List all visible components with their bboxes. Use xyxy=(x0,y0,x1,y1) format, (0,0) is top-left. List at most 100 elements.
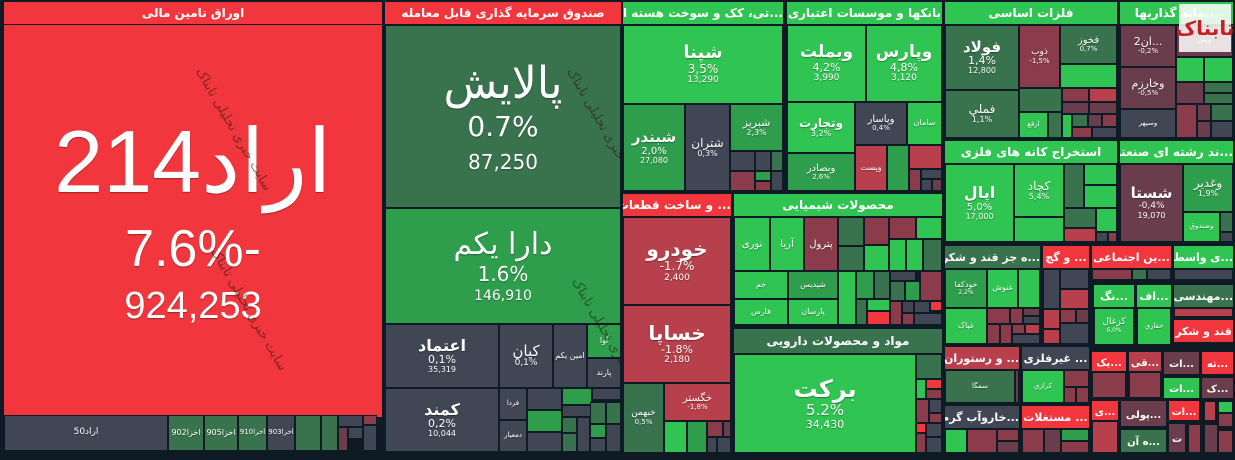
sector-food-header[interactable]: ...ه جز قند و شکر xyxy=(945,246,1040,269)
tile-bank-small[interactable] xyxy=(921,179,932,191)
tile-chem-small[interactable] xyxy=(874,271,890,299)
tile-small[interactable] xyxy=(1132,269,1147,280)
tile-food-small[interactable] xyxy=(1000,324,1012,344)
tile-palayesh[interactable]: پالایش 0.7% 87,250 xyxy=(385,25,621,208)
tile-samga[interactable]: سمگا xyxy=(945,370,1015,403)
tile-small[interactable] xyxy=(1218,430,1233,453)
tile-small[interactable] xyxy=(967,429,997,453)
tile-bank-small[interactable] xyxy=(909,169,921,191)
tile-bond-small[interactable] xyxy=(363,415,377,425)
tile-refining-small[interactable] xyxy=(755,171,771,181)
sector-pharma-header[interactable]: مواد و محصولات دارویی xyxy=(734,329,942,354)
tile-bond-small[interactable] xyxy=(348,427,363,439)
tile-pharma-small[interactable] xyxy=(916,399,929,423)
tile-pharma-small[interactable] xyxy=(916,433,926,453)
sector-header[interactable]: ...قی xyxy=(1129,352,1161,372)
tile-inv-small[interactable] xyxy=(1197,104,1211,121)
tile-small[interactable] xyxy=(1060,309,1076,323)
tile-refining-small[interactable] xyxy=(755,181,771,191)
tile-metal-small[interactable] xyxy=(1102,114,1117,127)
tile-small[interactable] xyxy=(997,441,1019,453)
tile-chem-small[interactable] xyxy=(856,271,874,299)
tile-etf-small[interactable] xyxy=(527,388,562,410)
tile-inv-small[interactable] xyxy=(1176,104,1197,138)
tile-metal-small[interactable] xyxy=(1092,127,1117,138)
tile-shepdis[interactable]: شپدیس xyxy=(788,271,838,299)
tile-etf-small[interactable] xyxy=(527,432,562,452)
tile-small[interactable] xyxy=(1043,269,1060,309)
sector-header[interactable]: ...ی xyxy=(1092,401,1118,421)
tile-arad50[interactable]: اراد50 xyxy=(4,415,168,451)
tile-chem-small[interactable] xyxy=(923,239,942,271)
tile-small[interactable] xyxy=(1147,269,1171,280)
tile-ava[interactable]: آوا xyxy=(587,324,621,358)
tile-kamand[interactable]: کمند 0,2% 10,044 xyxy=(385,388,499,452)
tile-chem-small[interactable] xyxy=(920,271,942,301)
tile-pharma-small[interactable] xyxy=(916,379,926,399)
sector-header[interactable]: ...یک xyxy=(1092,352,1126,372)
tile-refining-small[interactable] xyxy=(771,171,783,191)
tile-arad214[interactable]: اراد214 -7.6% 924,253 xyxy=(4,25,382,417)
tile-akhza903[interactable]: اخزا903 xyxy=(267,415,295,451)
tile-chem-small[interactable] xyxy=(856,299,867,325)
tile-pharma-small[interactable] xyxy=(916,423,926,433)
sector-header[interactable]: ...ات xyxy=(1164,378,1199,399)
tile-zob[interactable]: ذوب -1,5% xyxy=(1019,25,1060,88)
sector-header[interactable]: قند و شکر xyxy=(1174,320,1233,343)
tile-kian[interactable]: کیان 0,1% xyxy=(499,324,553,388)
tile-parand[interactable]: پارند xyxy=(587,358,621,388)
tile-khodkafa[interactable]: خودکفا 2,2% xyxy=(945,269,987,308)
tile-chem-small[interactable] xyxy=(838,217,864,246)
tile-auto-small[interactable] xyxy=(687,421,707,453)
tile-refining-small[interactable] xyxy=(755,151,771,171)
tile-chem-small[interactable] xyxy=(889,217,916,239)
tile-pharma-small[interactable] xyxy=(926,389,942,399)
tile-food-small[interactable] xyxy=(987,324,1000,344)
tile-metal-small[interactable] xyxy=(1048,112,1062,138)
sector-header[interactable]: ت xyxy=(1169,424,1185,453)
tile-metal-small[interactable] xyxy=(1062,102,1089,114)
tile-mining-small[interactable] xyxy=(1108,232,1117,242)
tile-etf-small[interactable] xyxy=(606,402,621,424)
tile-auto-small[interactable] xyxy=(707,437,717,453)
tile-pharma-small[interactable] xyxy=(929,399,942,413)
tile-vghadir[interactable]: وغدير 1,9% xyxy=(1183,164,1233,212)
tile-small[interactable] xyxy=(1043,329,1060,344)
tile-bond-small[interactable] xyxy=(295,415,321,451)
sector-metals-header[interactable]: فلزات اساسی xyxy=(945,2,1117,25)
sector-header[interactable]: ...ک xyxy=(1202,378,1233,399)
tile-etf-small[interactable] xyxy=(590,424,606,438)
tile-food-small[interactable] xyxy=(1018,269,1040,308)
tile-chem-small[interactable] xyxy=(890,271,916,281)
tile-barekat[interactable]: برکت 5.2% 34,430 xyxy=(734,354,916,453)
tile-small[interactable] xyxy=(1188,424,1201,453)
tile-parsan[interactable]: پارسان xyxy=(788,299,838,325)
tile-etf-small[interactable] xyxy=(562,417,577,433)
tile-bond-small[interactable] xyxy=(363,425,377,451)
tile-chem-small[interactable] xyxy=(838,246,864,271)
tile-fakhooz[interactable]: فخوز 0,7% xyxy=(1060,25,1117,64)
tile-small[interactable] xyxy=(1043,309,1060,329)
tile-small[interactable] xyxy=(1060,289,1089,309)
tile-vpost[interactable]: وپست xyxy=(855,145,887,191)
tile-dara-yekom[interactable]: دارا یکم 1.6% 146,910 xyxy=(385,208,621,324)
tile-food-small[interactable] xyxy=(1023,308,1040,316)
tile-mining-small[interactable] xyxy=(1014,217,1064,242)
tile-famli[interactable]: فملي 1,1% xyxy=(945,90,1019,138)
tile-food-small[interactable] xyxy=(987,308,1010,324)
sector-header[interactable]: ...مهندسی xyxy=(1174,285,1233,308)
tile-metal-small[interactable] xyxy=(1089,102,1117,114)
tile-metal-small[interactable] xyxy=(1088,114,1102,127)
tile-vtejarat[interactable]: وتجارت 3,2% xyxy=(787,102,855,153)
tile-khodro[interactable]: خودرو -1.7% 2,400 xyxy=(623,217,731,305)
tile-small[interactable] xyxy=(1076,309,1089,323)
tile-small[interactable] xyxy=(1092,269,1132,280)
tile-shabriz[interactable]: شبریز 2,3% xyxy=(730,104,783,151)
sector-header[interactable]: ...پولی xyxy=(1121,401,1166,427)
tile-chem-small[interactable] xyxy=(905,281,920,301)
tile-aria[interactable]: آریا xyxy=(770,217,804,271)
sector-header[interactable]: ...خاروآب گرم xyxy=(945,406,1019,429)
tile-pharma-small[interactable] xyxy=(926,437,942,453)
sector-header[interactable]: ... غیرفلزی xyxy=(1022,347,1089,370)
tile-small[interactable] xyxy=(945,429,967,453)
